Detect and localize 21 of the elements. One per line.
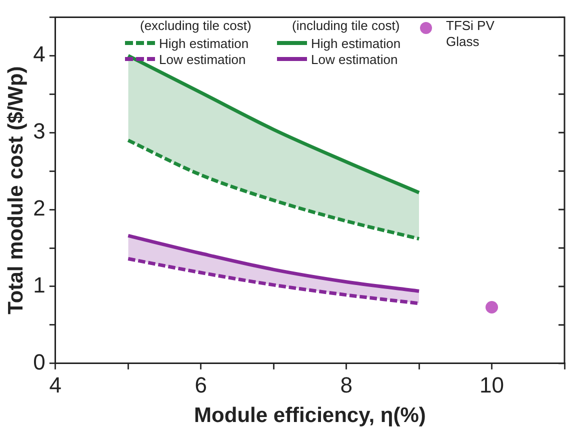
legend-label: Low estimation: [311, 52, 398, 66]
line-series: [126, 54, 421, 194]
legend-label: High estimation: [159, 36, 249, 50]
annotation: (excluding tile cost): [139, 18, 252, 35]
line-series: [126, 138, 421, 241]
y-tick-label: 1: [33, 272, 46, 298]
legend-label: TFSi PV Glass: [446, 18, 496, 50]
x-tick-label: 10: [480, 372, 504, 398]
line-series: [126, 234, 421, 293]
legend-label: Low estimation: [159, 52, 246, 66]
x-axis-title: Module efficiency, η(%): [194, 404, 426, 428]
y-tick-label: 0: [33, 349, 46, 374]
y-axis-title: Total module cost ($/Wp): [4, 66, 28, 314]
y-tick-label: 2: [33, 196, 46, 221]
legend-label: High estimation: [311, 36, 401, 50]
annotation: (including tile cost): [291, 18, 401, 35]
x-tick-label: 6: [194, 372, 208, 398]
x-tick-label: 8: [340, 372, 352, 398]
x-tick-label: 4: [49, 372, 62, 398]
y-tick-label: 4: [33, 42, 46, 67]
y-tick-label: 3: [33, 118, 46, 144]
